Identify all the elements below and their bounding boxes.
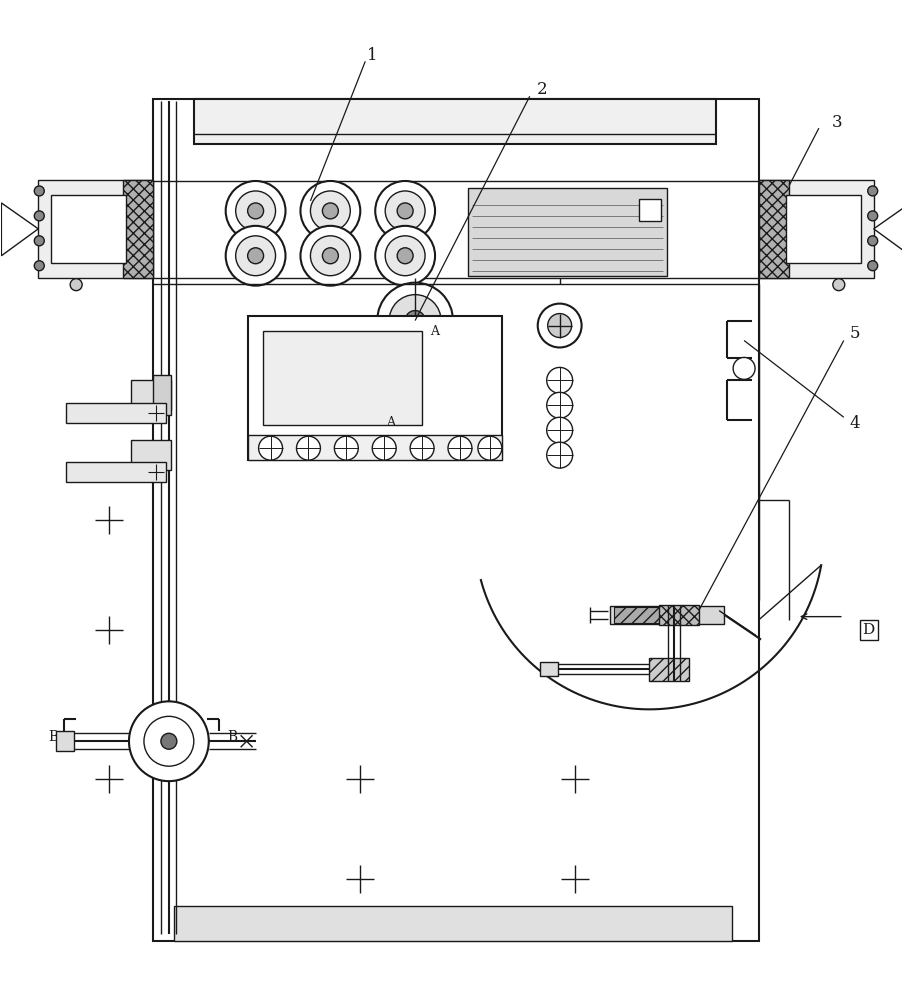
Bar [66, 462, 166, 482]
Text: 5: 5 [849, 325, 859, 342]
Bar [51, 195, 126, 263]
Circle shape [375, 181, 435, 241]
Circle shape [397, 203, 412, 219]
Bar [56, 731, 74, 751]
Bar [649, 658, 688, 681]
Circle shape [310, 191, 350, 231]
Circle shape [334, 436, 358, 460]
Circle shape [546, 442, 572, 468]
Text: D: D [861, 623, 874, 637]
Circle shape [296, 436, 320, 460]
Text: 3: 3 [831, 114, 842, 131]
Circle shape [161, 733, 177, 749]
Circle shape [405, 311, 425, 331]
Bar [38, 180, 152, 278]
Bar [123, 180, 152, 278]
Circle shape [548, 314, 571, 338]
Circle shape [375, 226, 435, 286]
Circle shape [867, 211, 877, 221]
Polygon shape [873, 203, 902, 256]
Bar [539, 662, 557, 676]
Polygon shape [2, 203, 38, 256]
Bar [131, 380, 170, 410]
Bar [194, 99, 715, 144]
Bar [247, 316, 502, 460]
Text: 4: 4 [849, 415, 859, 432]
Circle shape [143, 716, 194, 766]
Circle shape [34, 236, 44, 246]
Circle shape [70, 279, 82, 291]
Bar [614, 607, 664, 623]
Circle shape [867, 236, 877, 246]
Circle shape [537, 304, 581, 347]
Circle shape [377, 283, 453, 358]
Circle shape [310, 236, 350, 276]
Bar [658, 605, 698, 625]
Circle shape [410, 436, 434, 460]
Bar [152, 99, 759, 941]
Bar [152, 375, 170, 415]
Circle shape [397, 248, 412, 264]
Circle shape [867, 186, 877, 196]
Bar [609, 606, 723, 624]
Circle shape [385, 236, 425, 276]
Circle shape [389, 295, 440, 346]
Bar [759, 180, 788, 278]
Text: B: B [227, 730, 237, 744]
Circle shape [247, 203, 263, 219]
Text: A: A [385, 416, 394, 429]
Circle shape [322, 248, 338, 264]
Bar [467, 188, 667, 276]
Circle shape [247, 248, 263, 264]
Bar [785, 195, 860, 263]
Text: 1: 1 [366, 47, 377, 64]
Circle shape [235, 191, 275, 231]
Bar [131, 440, 170, 470]
Circle shape [226, 181, 285, 241]
Circle shape [732, 357, 754, 379]
Circle shape [546, 417, 572, 443]
Circle shape [300, 226, 360, 286]
Bar [639, 199, 660, 221]
Circle shape [226, 226, 285, 286]
Bar [759, 180, 873, 278]
Circle shape [385, 191, 425, 231]
Circle shape [258, 436, 282, 460]
Circle shape [372, 436, 396, 460]
Bar [66, 403, 166, 423]
Circle shape [477, 436, 502, 460]
Text: 2: 2 [536, 81, 547, 98]
Wedge shape [129, 701, 208, 781]
Circle shape [34, 186, 44, 196]
Circle shape [129, 701, 208, 781]
Circle shape [447, 436, 472, 460]
Circle shape [867, 261, 877, 271]
Circle shape [34, 211, 44, 221]
Circle shape [300, 181, 360, 241]
Bar [247, 435, 502, 460]
Circle shape [322, 203, 338, 219]
Circle shape [546, 392, 572, 418]
Bar [262, 331, 421, 425]
Text: B: B [48, 730, 59, 744]
Circle shape [235, 236, 275, 276]
Circle shape [546, 367, 572, 393]
Circle shape [34, 261, 44, 271]
Circle shape [832, 279, 844, 291]
Bar [174, 906, 732, 941]
Text: A: A [430, 325, 439, 338]
